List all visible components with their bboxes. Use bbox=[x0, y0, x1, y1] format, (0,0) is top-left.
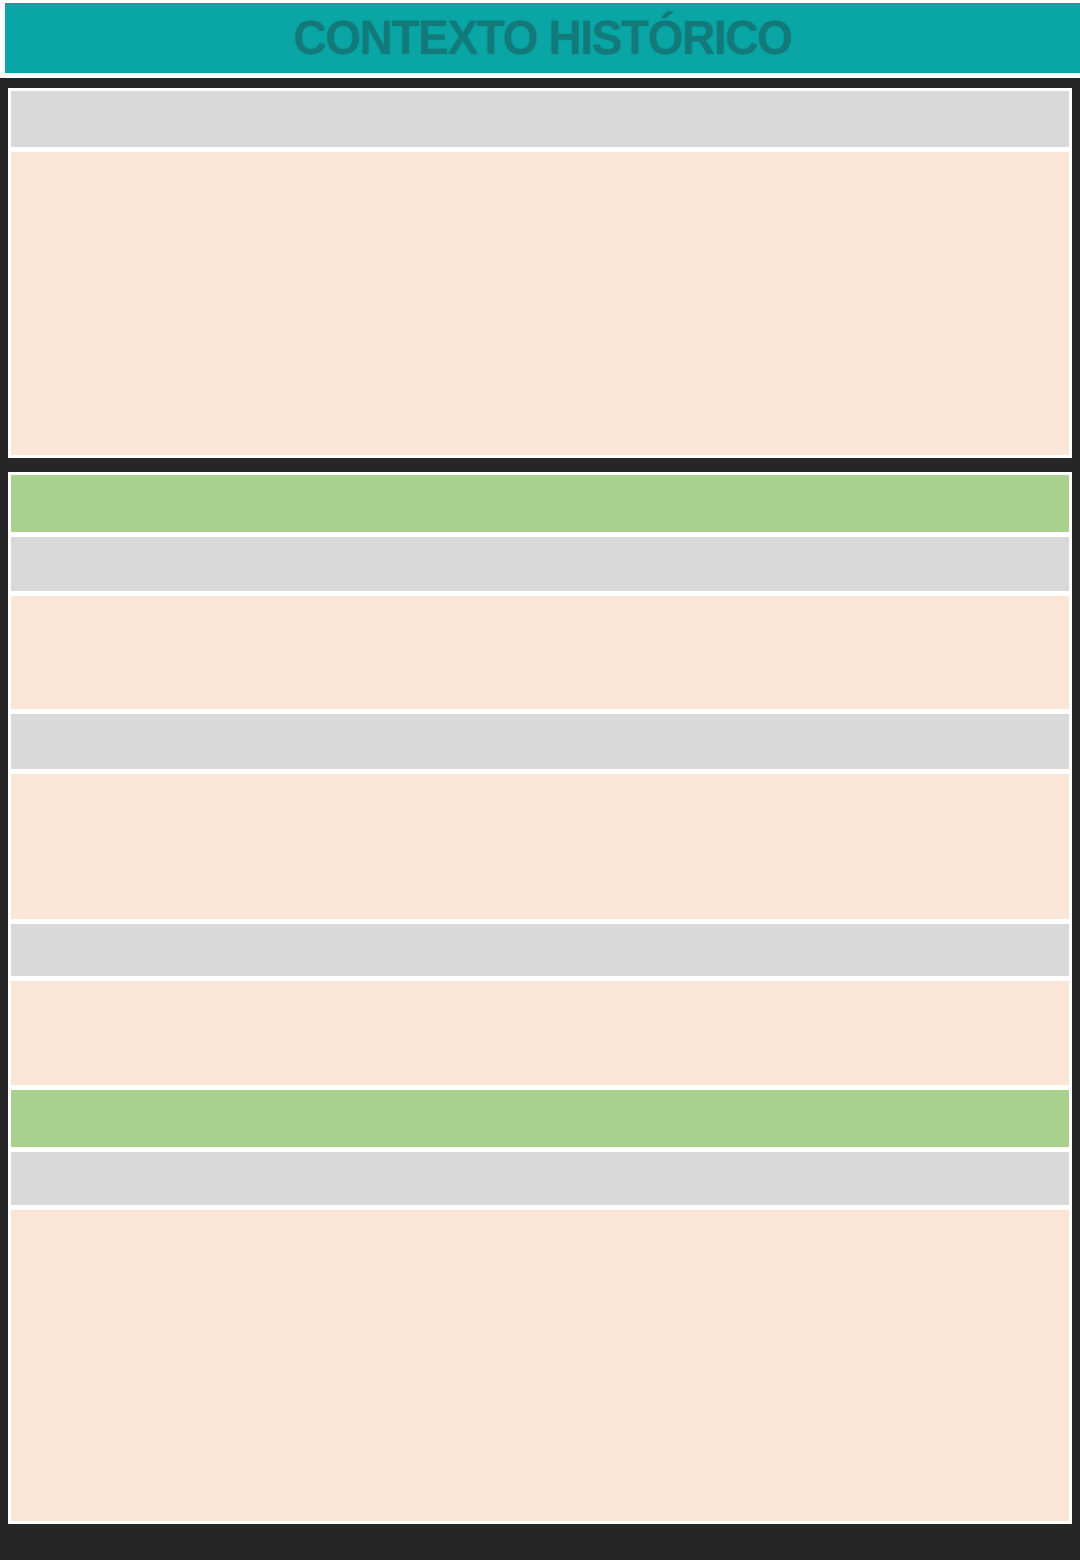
table-row-gray bbox=[11, 1152, 1069, 1205]
page: CONTEXTO HISTÓRICO bbox=[0, 3, 1080, 1563]
table-row-green bbox=[11, 475, 1069, 532]
table-block-1 bbox=[8, 88, 1072, 458]
page-title: CONTEXTO HISTÓRICO bbox=[293, 11, 792, 65]
header-banner: CONTEXTO HISTÓRICO bbox=[5, 3, 1080, 73]
table-row-gray bbox=[11, 924, 1069, 976]
table-row-gray bbox=[11, 714, 1069, 769]
table-row-peach bbox=[11, 596, 1069, 709]
table-row-green bbox=[11, 1090, 1069, 1147]
dark-canvas bbox=[0, 78, 1080, 1560]
table-row-peach bbox=[11, 981, 1069, 1085]
table-block-2 bbox=[8, 472, 1072, 1524]
table-row-peach bbox=[11, 774, 1069, 919]
table-row-peach bbox=[11, 152, 1069, 455]
table-row-peach bbox=[11, 1210, 1069, 1521]
table-row-gray bbox=[11, 91, 1069, 147]
table-row-gray bbox=[11, 537, 1069, 591]
